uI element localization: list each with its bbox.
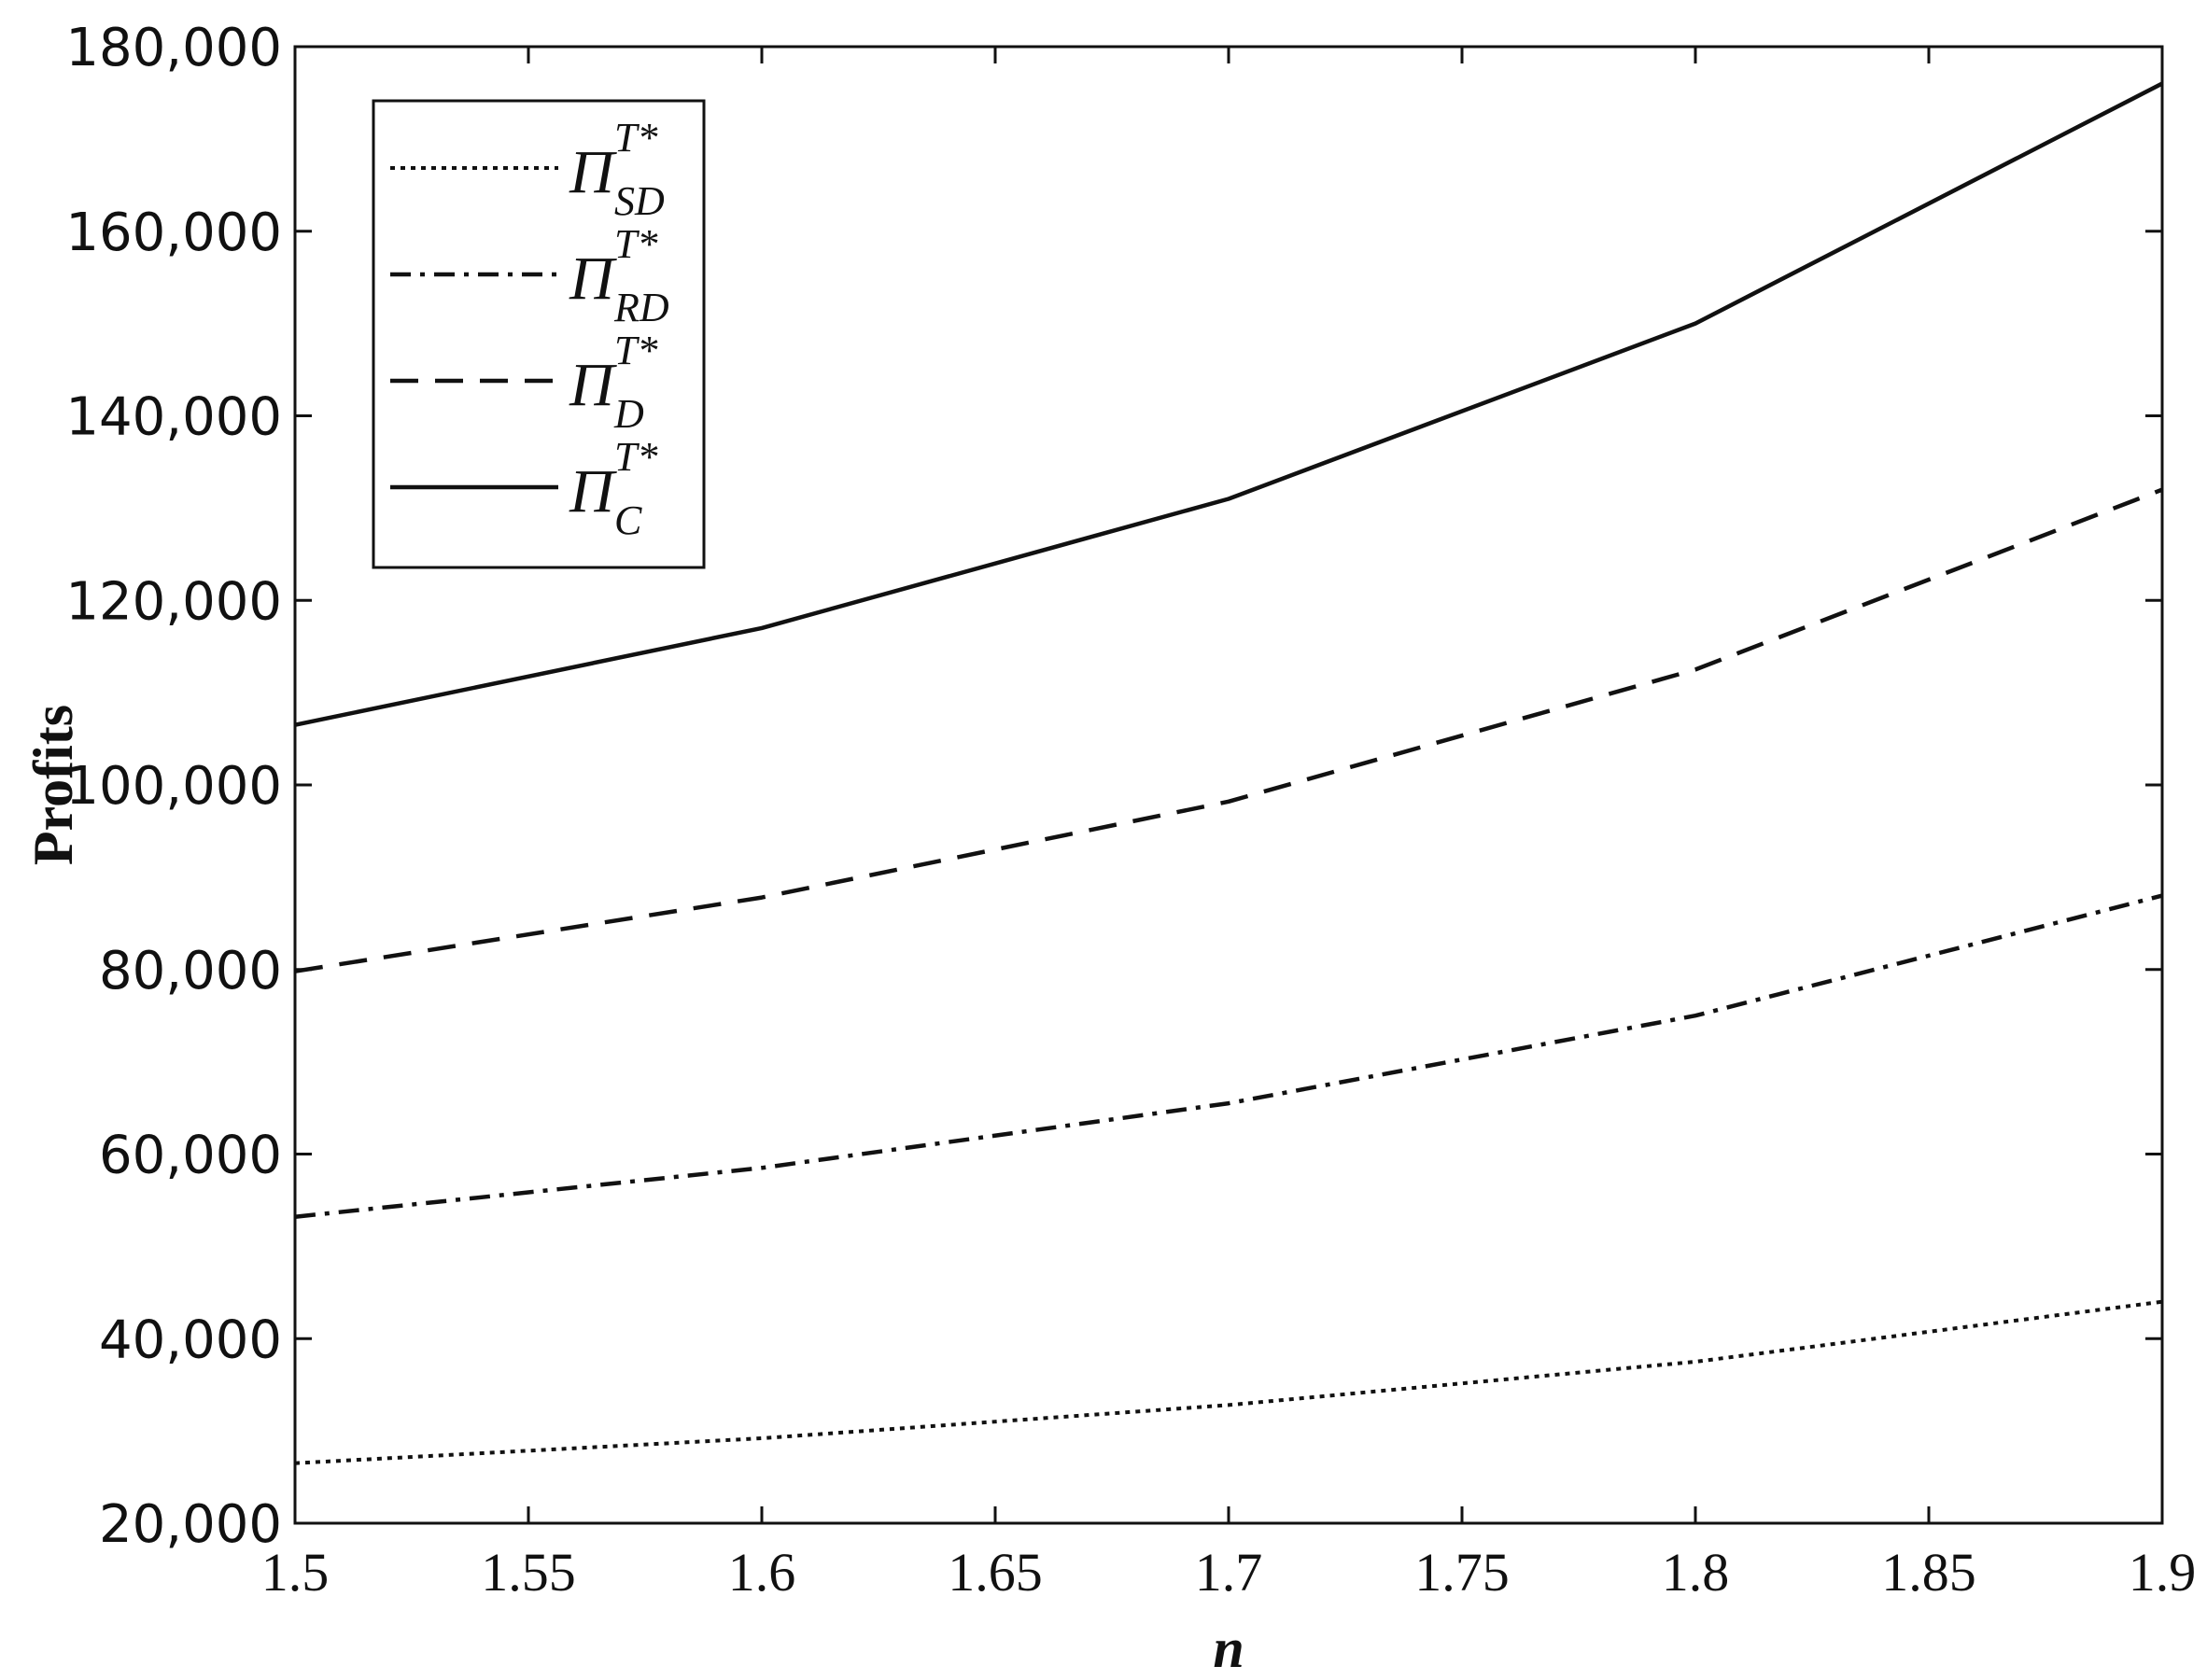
series-line-sd xyxy=(294,1299,2163,1465)
x-tick-label: 1.75 xyxy=(1414,1542,1510,1603)
legend-box xyxy=(372,99,706,569)
series-line-c xyxy=(294,81,2164,727)
x-tick-label: 1.7 xyxy=(1195,1542,1263,1603)
x-tick-label: 1.9 xyxy=(2129,1542,2197,1603)
y-tick-label: 20,000 xyxy=(99,1494,282,1555)
x-tick-label: 1.85 xyxy=(1881,1542,1976,1603)
x-axis-title: n xyxy=(1213,1617,1244,1679)
y-tick-label: 160,000 xyxy=(65,203,282,263)
x-tick-label: 1.55 xyxy=(481,1542,576,1603)
legend-symbol: Π xyxy=(569,138,617,206)
series-lines xyxy=(294,81,2164,1465)
y-axis: 20,000 40,000 60,000 80,000 100,000 120,000 14… xyxy=(65,18,2162,1555)
y-tick-label: 60,000 xyxy=(99,1126,282,1186)
legend-subscript: RD xyxy=(613,285,669,330)
legend-symbol: Π xyxy=(569,245,617,313)
x-tick-label: 1.5 xyxy=(261,1542,330,1603)
legend-superscript: T* xyxy=(614,115,657,161)
y-tick-label: 80,000 xyxy=(99,941,282,1001)
legend-subscript: C xyxy=(614,497,642,543)
legend-subscript: D xyxy=(613,391,644,437)
legend-symbol: Π xyxy=(569,351,617,419)
y-axis-title: Profits xyxy=(22,705,84,865)
series-line-d xyxy=(294,487,2163,973)
y-tick-label: 140,000 xyxy=(65,387,282,448)
legend-subscript: SD xyxy=(614,178,665,224)
series-line-rd xyxy=(294,893,2163,1219)
legend-superscript: T* xyxy=(614,434,657,480)
x-tick-label: 1.65 xyxy=(948,1542,1043,1603)
legend-superscript: T* xyxy=(614,328,657,373)
legend-symbol: Π xyxy=(569,457,617,525)
x-tick-label: 1.6 xyxy=(728,1542,796,1603)
x-tick-label: 1.8 xyxy=(1662,1542,1730,1603)
legend-superscript: T* xyxy=(614,221,657,267)
y-tick-label: 120,000 xyxy=(65,571,282,632)
y-tick-label: 180,000 xyxy=(65,18,282,78)
y-tick-label: 40,000 xyxy=(99,1309,282,1370)
y-tick-label: 100,000 xyxy=(65,756,282,817)
x-axis: 1.5 1.55 1.6 1.65 1.7 1.75 1.8 1.85 1.9 xyxy=(261,47,2197,1603)
